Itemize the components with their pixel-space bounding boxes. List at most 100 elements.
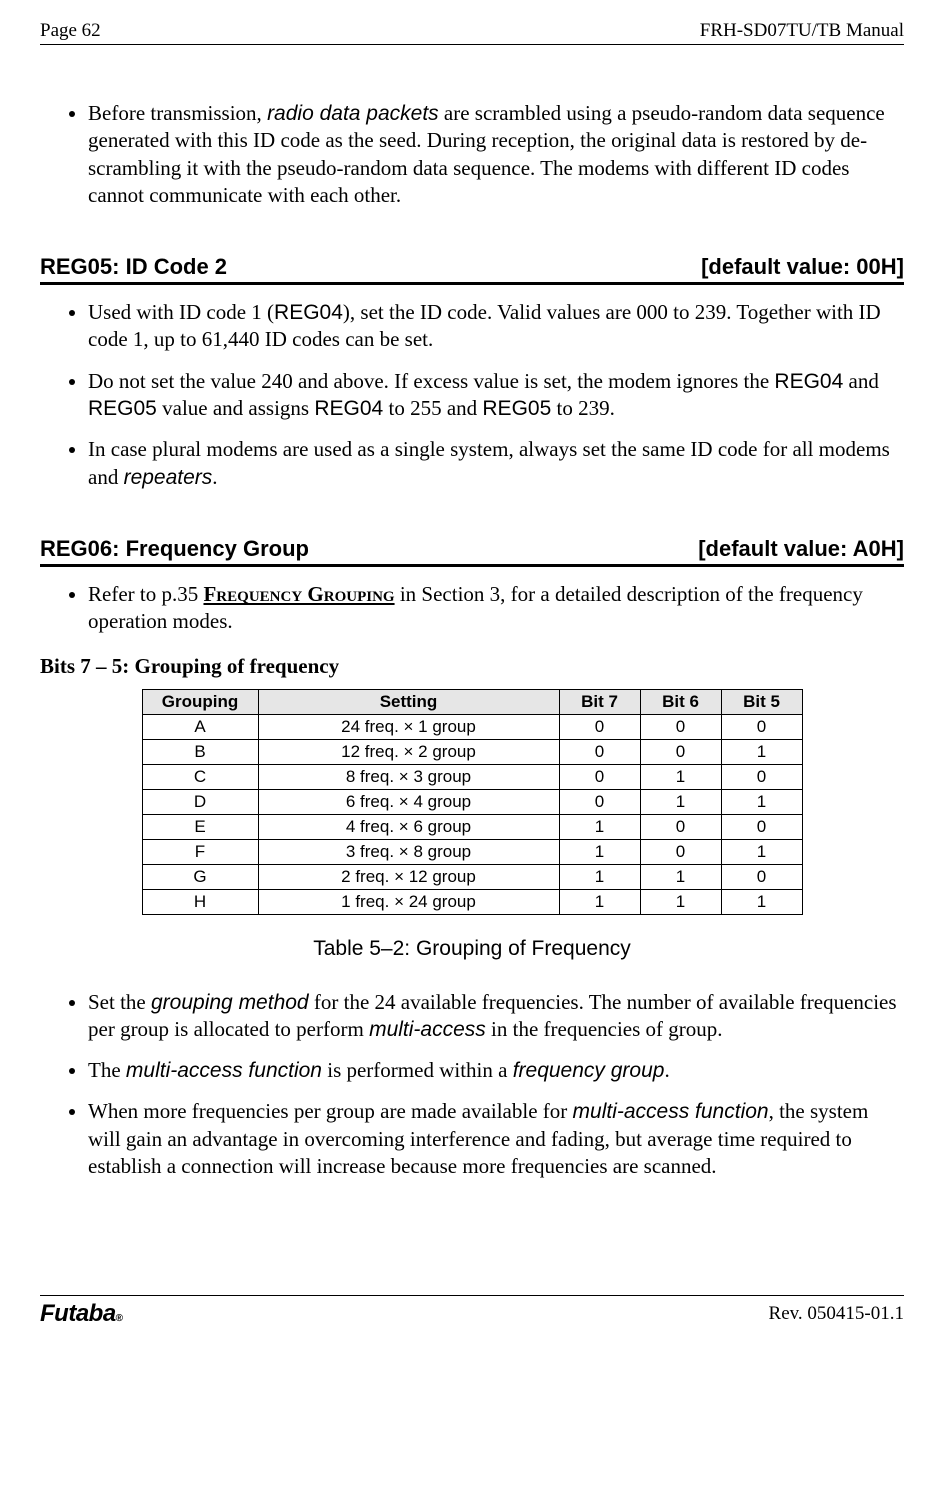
footer-rule [40, 1295, 904, 1296]
text-segment: Set the [88, 990, 151, 1014]
reg06-list-1: Refer to p.35 Frequency Grouping in Sect… [40, 581, 904, 636]
reg-ref: REG04 [314, 397, 383, 420]
cell-bit7: 1 [559, 864, 640, 889]
revision-label: Rev. 050415-01.1 [769, 1303, 904, 1325]
page-number: Page 62 [40, 20, 101, 42]
text-segment: to 239. [551, 396, 615, 420]
th-grouping: Grouping [142, 689, 258, 714]
header-rule [40, 44, 904, 45]
cell-bit7: 1 [559, 814, 640, 839]
reg06-post-bullet-1: Set the grouping method for the 24 avail… [88, 989, 904, 1044]
cell-setting: 6 freq. × 4 group [258, 789, 559, 814]
reg06-heading: REG06: Frequency Group [default value: A… [40, 536, 904, 562]
table-row: C8 freq. × 3 group010 [142, 764, 802, 789]
cell-bit7: 0 [559, 789, 640, 814]
cell-grouping: A [142, 714, 258, 739]
reg05-bullet-2: Do not set the value 240 and above. If e… [88, 368, 904, 423]
term-repeaters: repeaters [124, 466, 213, 489]
cell-bit5: 1 [721, 789, 802, 814]
cell-setting: 3 freq. × 8 group [258, 839, 559, 864]
term-frequency-group: frequency group [513, 1059, 665, 1082]
cell-grouping: F [142, 839, 258, 864]
cell-bit6: 1 [640, 889, 721, 914]
bits-label: Bits 7 – 5: Grouping of frequency [40, 654, 904, 679]
term-grouping-method: grouping method [151, 991, 309, 1014]
reg05-title: REG05: ID Code 2 [40, 254, 227, 280]
text-segment: The [88, 1058, 126, 1082]
manual-title: FRH-SD07TU/TB Manual [700, 20, 904, 42]
cell-bit6: 0 [640, 739, 721, 764]
reg06-section: REG06: Frequency Group [default value: A… [40, 536, 904, 1180]
cell-bit5: 1 [721, 739, 802, 764]
futaba-logo: Futaba® [40, 1300, 123, 1328]
cell-bit7: 1 [559, 889, 640, 914]
table-header-row: Grouping Setting Bit 7 Bit 6 Bit 5 [142, 689, 802, 714]
reg05-section: REG05: ID Code 2 [default value: 00H] Us… [40, 254, 904, 491]
cell-bit5: 0 [721, 814, 802, 839]
reg05-bullet-3: In case plural modems are used as a sing… [88, 436, 904, 491]
term-radio-data-packets: radio data packets [267, 102, 439, 125]
th-bit6: Bit 6 [640, 689, 721, 714]
intro-list: Before transmission, radio data packets … [40, 100, 904, 209]
cell-bit5: 0 [721, 714, 802, 739]
text-segment: Do not set the value 240 and above. If e… [88, 369, 774, 393]
reg05-rule [40, 282, 904, 285]
cell-bit6: 0 [640, 814, 721, 839]
cell-bit5: 1 [721, 889, 802, 914]
reg06-default: [default value: A0H] [698, 536, 904, 562]
cell-bit5: 0 [721, 864, 802, 889]
reg06-list-2: Set the grouping method for the 24 avail… [40, 989, 904, 1181]
text-segment: in the frequencies of group. [486, 1017, 723, 1041]
table-row: G2 freq. × 12 group110 [142, 864, 802, 889]
reg06-rule [40, 564, 904, 567]
reg05-default: [default value: 00H] [701, 254, 904, 280]
cell-bit7: 0 [559, 739, 640, 764]
cell-setting: 24 freq. × 1 group [258, 714, 559, 739]
th-setting: Setting [258, 689, 559, 714]
cell-bit5: 0 [721, 764, 802, 789]
term-multi-access: multi-access [369, 1018, 486, 1041]
text-segment: . [664, 1058, 669, 1082]
cell-bit7: 0 [559, 764, 640, 789]
cell-bit7: 1 [559, 839, 640, 864]
cell-grouping: H [142, 889, 258, 914]
term-multi-access-function: multi-access function [573, 1100, 769, 1123]
table-row: F3 freq. × 8 group101 [142, 839, 802, 864]
reg-ref: REG05 [482, 397, 551, 420]
table-row: B12 freq. × 2 group001 [142, 739, 802, 764]
reg06-post-bullet-2: The multi-access function is performed w… [88, 1057, 904, 1084]
cell-bit6: 1 [640, 764, 721, 789]
cell-bit6: 1 [640, 864, 721, 889]
reg06-title: REG06: Frequency Group [40, 536, 309, 562]
link-frequency-grouping[interactable]: Frequency Grouping [203, 582, 394, 606]
text-segment: . [212, 465, 217, 489]
cell-bit7: 0 [559, 714, 640, 739]
table-caption: Table 5–2: Grouping of Frequency [40, 937, 904, 961]
table-row: E4 freq. × 6 group100 [142, 814, 802, 839]
text-segment: and [843, 369, 879, 393]
reg05-list: Used with ID code 1 (REG04), set the ID … [40, 299, 904, 491]
cell-setting: 2 freq. × 12 group [258, 864, 559, 889]
text-segment: Before transmission, [88, 101, 267, 125]
cell-grouping: G [142, 864, 258, 889]
cell-setting: 1 freq. × 24 group [258, 889, 559, 914]
reg-ref: REG04 [274, 301, 343, 324]
table-row: D6 freq. × 4 group011 [142, 789, 802, 814]
cell-grouping: B [142, 739, 258, 764]
cell-setting: 8 freq. × 3 group [258, 764, 559, 789]
text-segment: Refer to p.35 [88, 582, 203, 606]
reg05-heading: REG05: ID Code 2 [default value: 00H] [40, 254, 904, 280]
table-row: H1 freq. × 24 group111 [142, 889, 802, 914]
cell-bit6: 0 [640, 714, 721, 739]
text-segment: When more frequencies per group are made… [88, 1099, 573, 1123]
table-body: A24 freq. × 1 group000B12 freq. × 2 grou… [142, 714, 802, 914]
cell-bit6: 0 [640, 839, 721, 864]
cell-grouping: D [142, 789, 258, 814]
cell-setting: 12 freq. × 2 group [258, 739, 559, 764]
text-segment: is performed within a [322, 1058, 513, 1082]
text-segment: value and assigns [157, 396, 314, 420]
reg-ref: REG04 [774, 370, 843, 393]
intro-bullet: Before transmission, radio data packets … [88, 100, 904, 209]
th-bit5: Bit 5 [721, 689, 802, 714]
table-row: A24 freq. × 1 group000 [142, 714, 802, 739]
